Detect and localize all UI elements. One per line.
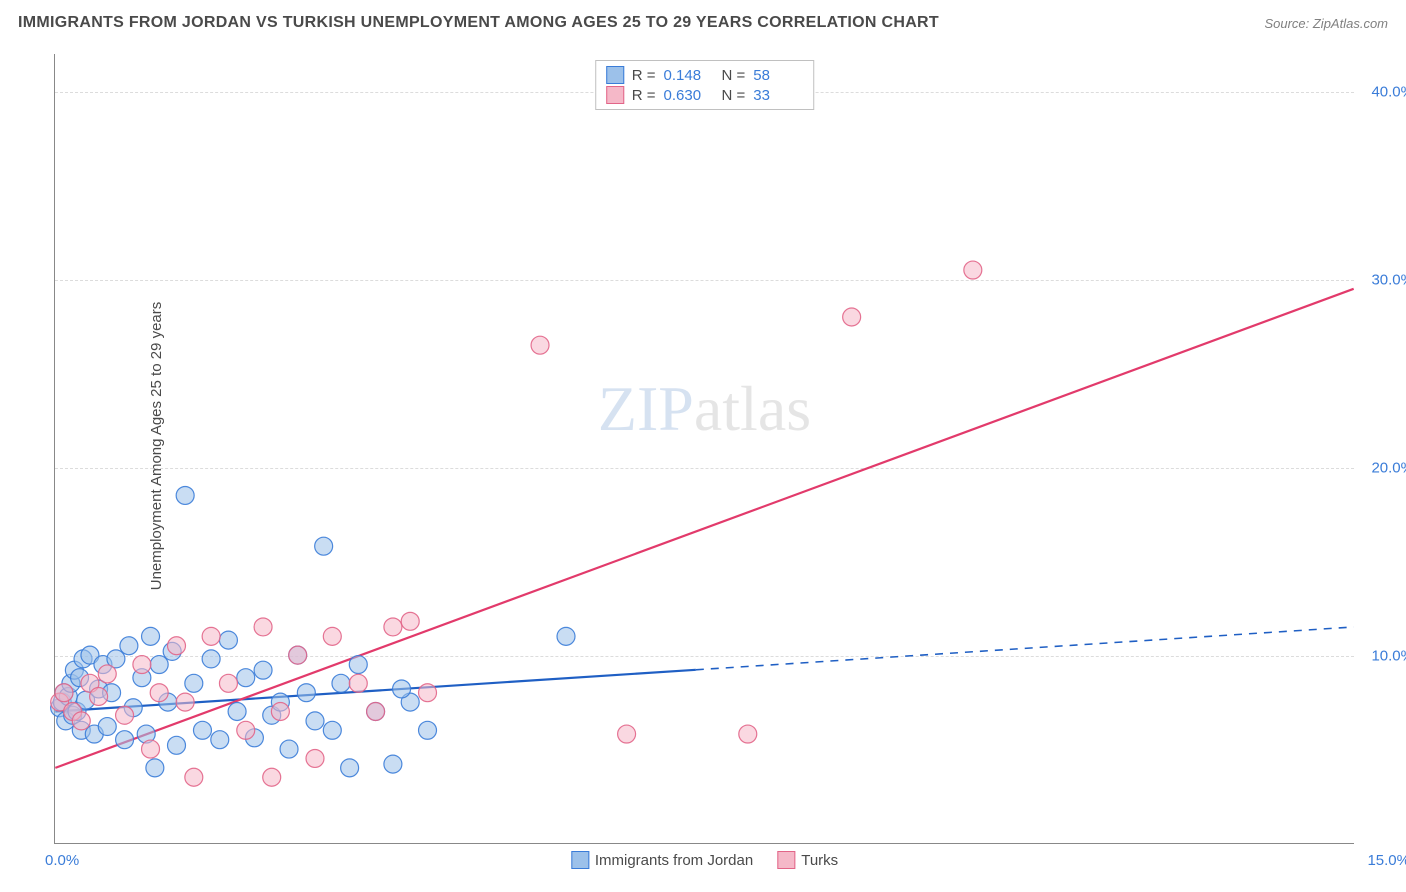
data-point-jordan (323, 721, 341, 739)
data-point-turks (133, 656, 151, 674)
legend-r-value-jordan: 0.148 (664, 67, 714, 84)
trend-line-jordan-extrapolated (696, 627, 1354, 670)
data-point-turks (90, 687, 108, 705)
data-point-turks (202, 627, 220, 645)
data-point-turks (98, 665, 116, 683)
data-point-turks (185, 768, 203, 786)
x-tick-label: 0.0% (45, 852, 79, 869)
data-point-jordan (315, 537, 333, 555)
data-point-jordan (228, 703, 246, 721)
legend-row-turks: R = 0.630 N = 33 (606, 85, 804, 105)
legend-n-label: N = (722, 67, 746, 84)
data-point-turks (72, 712, 90, 730)
y-tick-label: 40.0% (1359, 83, 1406, 100)
correlation-legend: R = 0.148 N = 58 R = 0.630 N = 33 (595, 60, 815, 110)
data-point-turks (219, 674, 237, 692)
y-tick-label: 30.0% (1359, 271, 1406, 288)
data-point-jordan (384, 755, 402, 773)
data-point-jordan (116, 731, 134, 749)
data-point-jordan (146, 759, 164, 777)
scatter-chart (55, 54, 1354, 843)
data-point-jordan (120, 637, 138, 655)
data-point-turks (843, 308, 861, 326)
data-point-jordan (332, 674, 350, 692)
legend-r-label: R = (632, 67, 656, 84)
data-point-turks (349, 674, 367, 692)
plot-area: ZIPatlas 10.0%20.0%30.0%40.0% R =0.148N … (54, 54, 1354, 844)
legend-n-value-jordan: 58 (753, 67, 803, 84)
data-point-jordan (168, 736, 186, 754)
data-point-turks (176, 693, 194, 711)
data-point-turks (289, 646, 307, 664)
chart-title: IMMIGRANTS FROM JORDAN VS TURKISH UNEMPL… (18, 14, 939, 32)
data-point-jordan (341, 759, 359, 777)
data-point-turks (367, 703, 385, 721)
y-tick-label: 20.0% (1359, 459, 1406, 476)
data-point-turks (55, 684, 73, 702)
data-point-turks (142, 740, 160, 758)
legend-swatch-turks (777, 851, 795, 869)
series-legend-item-jordan: Immigrants from Jordan (571, 851, 753, 869)
data-point-jordan (211, 731, 229, 749)
data-point-turks (306, 749, 324, 767)
data-point-jordan (176, 486, 194, 504)
data-point-turks (964, 261, 982, 279)
legend-row-jordan: R = 0.148 N = 58 (606, 65, 804, 85)
data-point-turks (739, 725, 757, 743)
data-point-jordan (98, 718, 116, 736)
data-point-turks (168, 637, 186, 655)
legend-r-label: R = (632, 87, 656, 104)
data-point-jordan (393, 680, 411, 698)
data-point-turks (531, 336, 549, 354)
data-point-turks (150, 684, 168, 702)
trend-line-turks (55, 289, 1353, 768)
data-point-jordan (237, 669, 255, 687)
data-point-jordan (254, 661, 272, 679)
data-point-jordan (219, 631, 237, 649)
data-point-jordan (557, 627, 575, 645)
legend-swatch-jordan (571, 851, 589, 869)
data-point-jordan (185, 674, 203, 692)
data-point-jordan (202, 650, 220, 668)
data-point-turks (263, 768, 281, 786)
data-point-jordan (349, 656, 367, 674)
legend-swatch-turks (606, 86, 624, 104)
legend-r-value-turks: 0.630 (664, 87, 714, 104)
data-point-jordan (297, 684, 315, 702)
data-point-turks (271, 703, 289, 721)
legend-n-label: N = (722, 87, 746, 104)
data-point-jordan (142, 627, 160, 645)
data-point-turks (401, 612, 419, 630)
data-point-turks (384, 618, 402, 636)
data-point-jordan (419, 721, 437, 739)
data-point-jordan (193, 721, 211, 739)
series-name-turks: Turks (801, 852, 838, 869)
data-point-jordan (280, 740, 298, 758)
legend-swatch-jordan (606, 66, 624, 84)
data-point-turks (618, 725, 636, 743)
legend-n-value-turks: 33 (753, 87, 803, 104)
data-point-turks (237, 721, 255, 739)
series-legend-item-turks: Turks (777, 851, 838, 869)
series-legend: Immigrants from Jordan Turks (571, 851, 838, 869)
data-point-turks (254, 618, 272, 636)
data-point-turks (419, 684, 437, 702)
y-tick-label: 10.0% (1359, 647, 1406, 664)
series-name-jordan: Immigrants from Jordan (595, 852, 753, 869)
data-point-jordan (306, 712, 324, 730)
x-tick-label: 15.0% (1367, 852, 1406, 869)
data-point-turks (323, 627, 341, 645)
data-point-turks (116, 706, 134, 724)
chart-source: Source: ZipAtlas.com (1264, 16, 1388, 31)
